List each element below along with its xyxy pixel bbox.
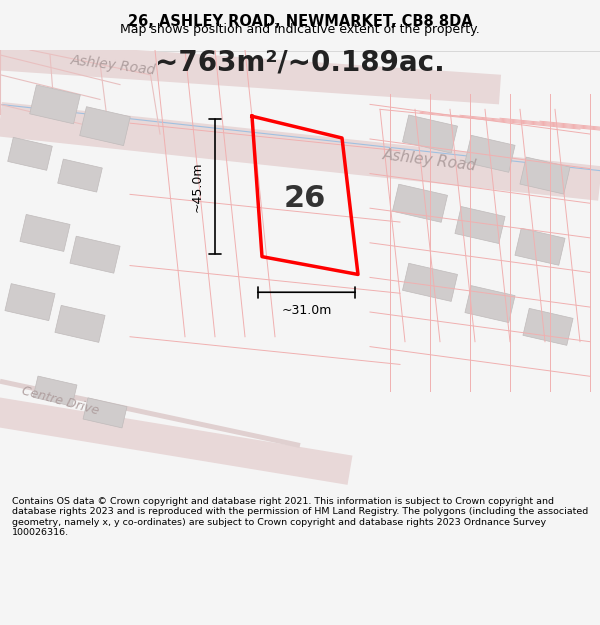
Text: Map shows position and indicative extent of the property.: Map shows position and indicative extent… (120, 23, 480, 36)
Polygon shape (33, 376, 77, 406)
Text: 26, ASHLEY ROAD, NEWMARKET, CB8 8DA: 26, ASHLEY ROAD, NEWMARKET, CB8 8DA (128, 14, 472, 29)
Text: ~763m²/~0.189ac.: ~763m²/~0.189ac. (155, 49, 445, 77)
Text: Ashley Road: Ashley Road (70, 52, 157, 77)
Polygon shape (83, 398, 127, 428)
Polygon shape (392, 184, 448, 222)
Polygon shape (0, 102, 600, 201)
Polygon shape (403, 263, 458, 301)
Polygon shape (520, 157, 570, 194)
Text: Ashley Road: Ashley Road (382, 148, 478, 174)
Text: ~45.0m: ~45.0m (191, 161, 203, 212)
Polygon shape (5, 284, 55, 321)
Polygon shape (455, 206, 505, 244)
Text: ~31.0m: ~31.0m (281, 304, 332, 316)
Polygon shape (465, 136, 515, 172)
Polygon shape (515, 228, 565, 265)
Polygon shape (55, 306, 105, 343)
Polygon shape (58, 159, 102, 192)
Polygon shape (523, 308, 573, 346)
Polygon shape (8, 138, 52, 170)
Polygon shape (20, 214, 70, 251)
Text: Centre Drive: Centre Drive (20, 384, 100, 418)
Polygon shape (0, 40, 501, 104)
Text: 26: 26 (284, 184, 326, 213)
Text: Contains OS data © Crown copyright and database right 2021. This information is : Contains OS data © Crown copyright and d… (12, 497, 588, 537)
Polygon shape (403, 115, 458, 153)
Polygon shape (30, 85, 80, 124)
Polygon shape (0, 379, 301, 448)
Polygon shape (70, 236, 120, 273)
Polygon shape (0, 396, 352, 485)
Polygon shape (80, 107, 130, 146)
Polygon shape (465, 286, 515, 322)
